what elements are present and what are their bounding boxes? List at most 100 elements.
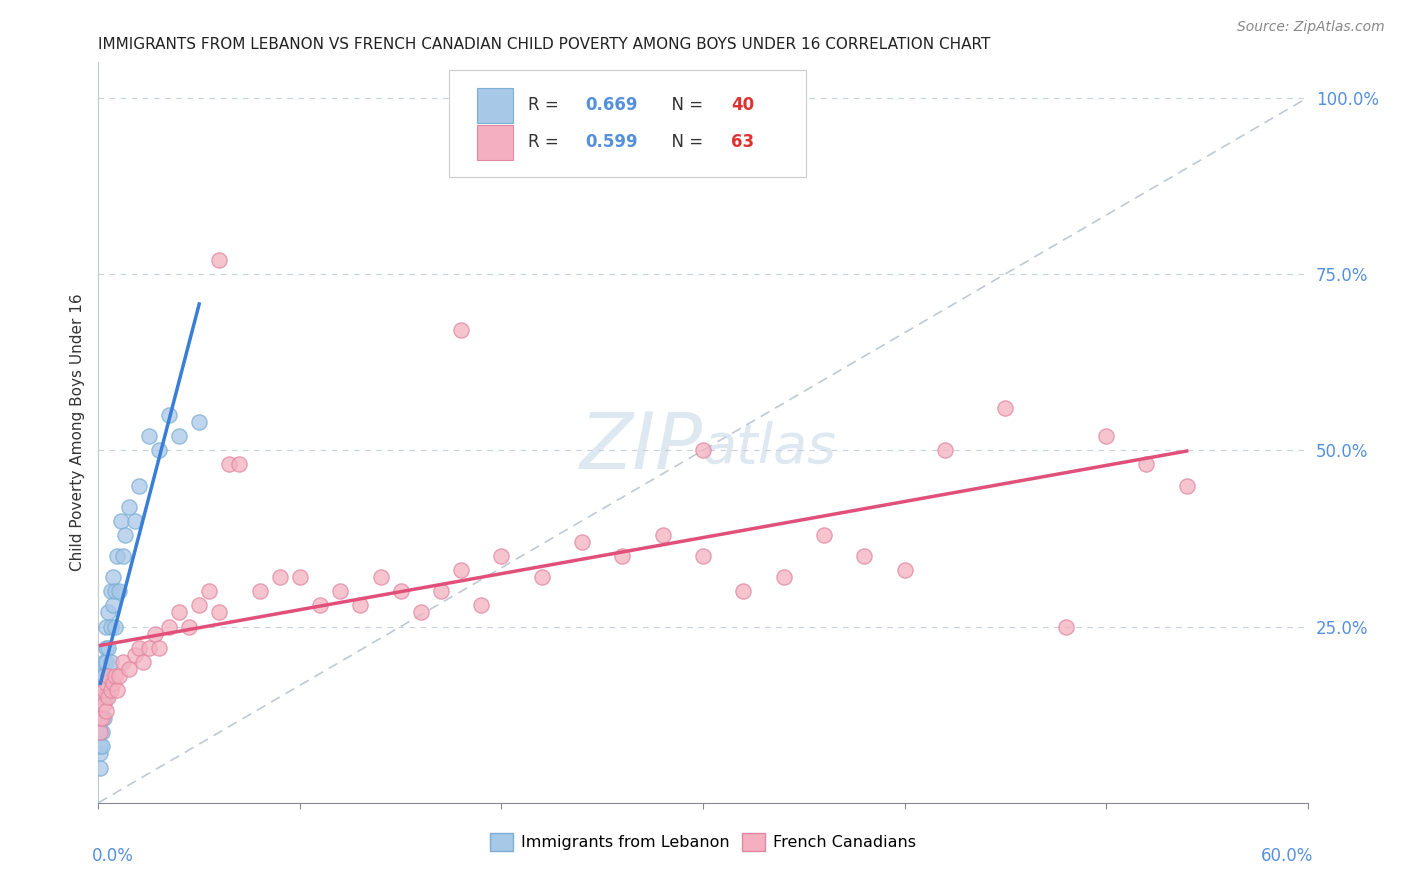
Point <box>107 584 129 599</box>
Text: 0.0%: 0.0% <box>93 847 134 865</box>
Point <box>148 640 170 655</box>
Point <box>97 640 120 655</box>
Point <box>329 584 352 599</box>
Point <box>612 549 634 563</box>
Point <box>124 648 146 662</box>
Point <box>107 669 129 683</box>
Point <box>893 563 915 577</box>
Point <box>93 690 115 704</box>
Point <box>470 599 492 613</box>
Point <box>97 690 120 704</box>
Point <box>128 478 150 492</box>
Point <box>450 323 472 337</box>
Point <box>96 704 118 718</box>
Point <box>91 725 114 739</box>
Text: 60.0%: 60.0% <box>1261 847 1313 865</box>
Point <box>111 655 134 669</box>
Point <box>89 760 111 774</box>
Point <box>100 655 122 669</box>
Point <box>93 697 115 711</box>
Point <box>97 606 120 620</box>
Point <box>1095 429 1118 443</box>
Point <box>157 619 180 633</box>
Point <box>110 514 132 528</box>
FancyBboxPatch shape <box>477 125 513 161</box>
Point <box>105 683 128 698</box>
Point <box>138 429 160 443</box>
Text: atlas: atlas <box>703 421 837 474</box>
Point <box>208 606 231 620</box>
Point <box>934 443 956 458</box>
Point <box>91 711 114 725</box>
Point <box>450 563 472 577</box>
Point <box>994 401 1017 415</box>
Point <box>571 535 593 549</box>
Point <box>772 570 794 584</box>
Point <box>692 443 714 458</box>
Point <box>101 599 124 613</box>
Point <box>103 669 125 683</box>
Point <box>96 655 118 669</box>
Point <box>97 669 120 683</box>
Point <box>370 570 392 584</box>
Text: R =: R = <box>527 96 564 114</box>
Point <box>89 747 111 761</box>
Point <box>188 415 211 429</box>
Point <box>96 619 118 633</box>
Point <box>692 549 714 563</box>
Point <box>288 570 311 584</box>
Point <box>148 443 170 458</box>
Point <box>96 690 118 704</box>
Point <box>228 458 250 472</box>
Point <box>118 662 141 676</box>
Point <box>853 549 876 563</box>
Point <box>1135 458 1157 472</box>
Point <box>491 549 513 563</box>
FancyBboxPatch shape <box>477 87 513 123</box>
Text: R =: R = <box>527 134 564 152</box>
Text: 0.669: 0.669 <box>586 96 638 114</box>
Point <box>111 549 134 563</box>
Point <box>114 528 136 542</box>
Point <box>389 584 412 599</box>
Point <box>143 626 166 640</box>
Y-axis label: Child Poverty Among Boys Under 16: Child Poverty Among Boys Under 16 <box>70 293 86 572</box>
Point <box>97 669 120 683</box>
Point <box>89 711 111 725</box>
Point <box>91 739 114 754</box>
Point <box>101 676 124 690</box>
Point <box>89 725 111 739</box>
Point <box>208 252 231 267</box>
Point <box>198 584 221 599</box>
Point <box>93 711 115 725</box>
Text: IMMIGRANTS FROM LEBANON VS FRENCH CANADIAN CHILD POVERTY AMONG BOYS UNDER 16 COR: IMMIGRANTS FROM LEBANON VS FRENCH CANADI… <box>98 37 991 52</box>
Point <box>1175 478 1198 492</box>
Point <box>430 584 453 599</box>
Point <box>188 599 211 613</box>
Point <box>100 584 122 599</box>
Point <box>128 640 150 655</box>
Point <box>100 619 122 633</box>
Point <box>124 514 146 528</box>
Point <box>93 683 115 698</box>
Point <box>733 584 755 599</box>
Point <box>813 528 835 542</box>
Point <box>167 606 190 620</box>
Text: N =: N = <box>661 96 709 114</box>
Point <box>89 739 111 754</box>
Point <box>309 599 332 613</box>
Point <box>101 570 124 584</box>
Point <box>118 500 141 514</box>
Point <box>269 570 291 584</box>
Point <box>91 711 114 725</box>
Point <box>1054 619 1077 633</box>
Point <box>105 549 128 563</box>
Text: 40: 40 <box>731 96 754 114</box>
Point <box>103 584 125 599</box>
Text: ZIP: ZIP <box>581 409 703 485</box>
Point <box>89 725 111 739</box>
Point <box>91 669 114 683</box>
Point <box>167 429 190 443</box>
Point <box>96 640 118 655</box>
Point <box>249 584 271 599</box>
